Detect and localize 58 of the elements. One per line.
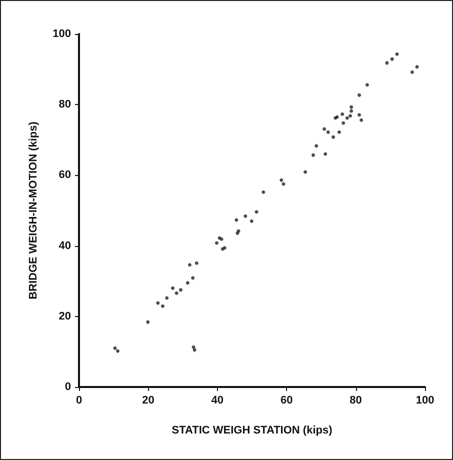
point [314, 144, 318, 148]
point [390, 57, 394, 61]
point [171, 286, 175, 290]
point [186, 281, 190, 285]
point [262, 190, 266, 194]
point [178, 288, 182, 292]
point [146, 320, 150, 324]
point [345, 116, 349, 120]
point [350, 109, 354, 113]
point [342, 121, 346, 125]
x-tick-label: 80 [350, 394, 362, 406]
x-tick-label: 0 [76, 394, 82, 406]
point [214, 241, 218, 245]
point [365, 83, 369, 87]
point [332, 135, 336, 139]
y-tick-label: 20 [58, 310, 71, 322]
point [358, 113, 362, 117]
point [250, 219, 254, 223]
point [156, 301, 160, 305]
x-tick-label: 60 [280, 394, 293, 406]
point [395, 52, 399, 56]
x-axis-title: STATIC WEIGH STATION (kips) [172, 424, 333, 436]
point [160, 304, 164, 308]
y-tick-label: 40 [58, 240, 71, 252]
point [326, 130, 330, 134]
point [360, 118, 364, 122]
point [337, 130, 341, 134]
point [191, 276, 195, 280]
point [254, 210, 258, 214]
y-tick-label: 0 [64, 381, 71, 393]
point [188, 263, 192, 267]
point [415, 65, 419, 69]
point [410, 70, 414, 74]
point [244, 214, 248, 218]
point [324, 152, 328, 156]
point [350, 105, 354, 109]
point [340, 112, 344, 116]
point [322, 127, 326, 131]
point [385, 61, 389, 65]
point [192, 348, 196, 352]
point [304, 170, 308, 174]
y-tick-label: 60 [58, 169, 71, 182]
y-tick-label: 100 [52, 28, 71, 40]
point [358, 93, 362, 97]
point [234, 218, 238, 222]
x-tick-label: 40 [211, 394, 224, 406]
y-tick-label: 80 [58, 98, 71, 111]
point [165, 296, 169, 300]
point [194, 261, 198, 265]
point [116, 349, 120, 353]
point [174, 291, 178, 295]
point [113, 346, 117, 350]
point [311, 153, 315, 157]
point [348, 114, 352, 118]
point [280, 178, 284, 182]
x-tick-label: 100 [416, 394, 434, 406]
x-tick-label: 20 [142, 394, 154, 406]
y-axis-title: BRIDGE WEIGH-IN-MOTION (kips) [28, 121, 40, 300]
